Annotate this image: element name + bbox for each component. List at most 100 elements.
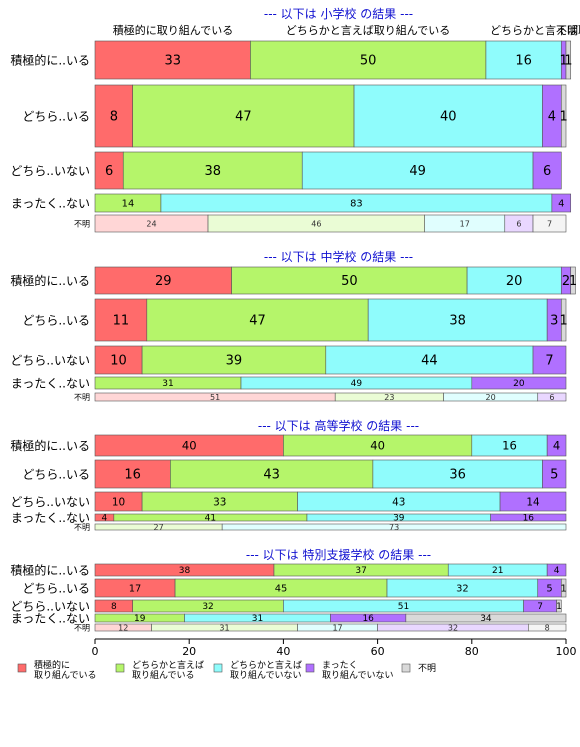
legend-label: 取り組んでいない [230, 669, 302, 681]
data-label: 23 [384, 393, 394, 402]
data-label: 20 [513, 379, 525, 389]
row-label: まったく..ない [11, 612, 90, 626]
row-label: どちら..いない [10, 495, 90, 509]
data-label: 3 [550, 314, 558, 329]
data-label: 40 [370, 439, 385, 453]
bar-segment [565, 40, 572, 80]
bar-segment [221, 523, 567, 531]
bar-segment [301, 151, 534, 190]
data-label: 4 [102, 514, 108, 524]
data-label: 83 [350, 199, 363, 210]
row-label: どちら..いる [22, 468, 90, 482]
panel-title: --- 以下は 中学校 の結果 --- [264, 249, 413, 264]
bar-segment [532, 151, 562, 190]
bar-segment [551, 193, 572, 213]
data-label: 1 [560, 54, 568, 69]
legend-swatch [115, 663, 125, 673]
x-tick-label: 80 [465, 645, 479, 658]
data-label: 1 [560, 584, 566, 595]
row-label: 積極的に..いる [10, 273, 90, 288]
row-label: 積極的に..いる [10, 438, 90, 453]
bar-segment [499, 491, 567, 512]
data-label: 73 [389, 523, 399, 532]
data-label: 33 [213, 496, 226, 508]
data-label: 12 [118, 623, 128, 632]
bar-segment [372, 459, 543, 489]
row-label: どちら..いない [10, 600, 90, 614]
row-label: まったく..ない [11, 377, 90, 391]
row-label: 不明 [74, 393, 90, 402]
data-label: 32 [202, 602, 213, 612]
data-label: 6 [105, 164, 113, 179]
data-label: 4 [553, 439, 560, 453]
data-label: 38 [449, 314, 466, 329]
legend-label: 取り組んでいない [322, 669, 394, 681]
data-label: 31 [252, 614, 263, 624]
data-label: 16 [523, 514, 535, 524]
top-category-label: 積極的に取り組んでいる [113, 23, 233, 37]
data-label: 34 [480, 614, 492, 624]
data-label: 6 [516, 219, 521, 228]
legend-label: 取り組んでいる [34, 669, 97, 681]
bar-segment [466, 266, 562, 295]
row-label: 不明 [74, 523, 90, 532]
x-tick-label: 100 [556, 645, 577, 658]
data-label: 32 [448, 623, 458, 632]
bar-segment [132, 84, 355, 148]
data-label: 43 [392, 496, 405, 508]
data-label: 7 [547, 219, 552, 228]
row-label: 積極的に..いる [10, 563, 90, 578]
data-label: 40 [440, 110, 457, 125]
legend-label: どちらかと言えば [230, 659, 302, 671]
legend-swatch [305, 663, 315, 673]
data-label: 4 [548, 110, 556, 125]
x-tick-label: 40 [276, 645, 290, 658]
row-label: どちら..いない [10, 164, 90, 178]
bar-segment [542, 459, 567, 489]
panel-title: --- 以下は 特別支援学校 の結果 --- [246, 547, 431, 562]
top-category-label: どちらかと言えば取 [490, 24, 580, 37]
data-label: 7 [537, 602, 543, 612]
data-label: 11 [113, 314, 130, 329]
data-label: 16 [362, 614, 374, 624]
data-label: 51 [398, 602, 409, 612]
data-label: 1 [560, 110, 568, 125]
top-category-label: 不明 [556, 24, 578, 37]
data-label: 50 [341, 274, 358, 289]
data-label: 19 [134, 614, 146, 624]
data-label: 46 [311, 219, 321, 228]
data-label: 6 [543, 164, 551, 179]
bar-segment [94, 459, 171, 489]
x-tick-label: 20 [182, 645, 196, 658]
data-label: 1 [569, 274, 577, 289]
legend-swatch [401, 663, 411, 673]
data-label: 8 [110, 110, 118, 125]
bar-segment [146, 298, 369, 342]
data-label: 8 [111, 602, 117, 612]
data-label: 1 [560, 314, 568, 329]
data-label: 1 [564, 54, 572, 69]
data-label: 2 [562, 274, 570, 289]
bar-segment [532, 214, 567, 233]
bar-segment [325, 345, 534, 375]
data-label: 31 [162, 379, 173, 389]
bar-segment [546, 563, 567, 577]
data-label: 43 [263, 468, 280, 483]
row-label: まったく..ない [11, 197, 90, 211]
bar-segment [546, 434, 567, 457]
legend-label: どちらかと言えば [132, 659, 204, 671]
data-label: 33 [164, 54, 181, 69]
legend-label: 不明 [418, 663, 436, 674]
data-label: 38 [179, 566, 191, 576]
bar-segment [94, 345, 143, 375]
data-label: 14 [526, 496, 540, 508]
data-label: 50 [360, 54, 377, 69]
bar-segment [560, 298, 567, 342]
data-label: 20 [486, 393, 496, 402]
legend-label: 積極的に [34, 659, 70, 671]
data-label: 17 [129, 584, 142, 595]
data-label: 6 [549, 393, 554, 402]
data-label: 29 [155, 274, 172, 289]
data-label: 40 [182, 439, 197, 453]
